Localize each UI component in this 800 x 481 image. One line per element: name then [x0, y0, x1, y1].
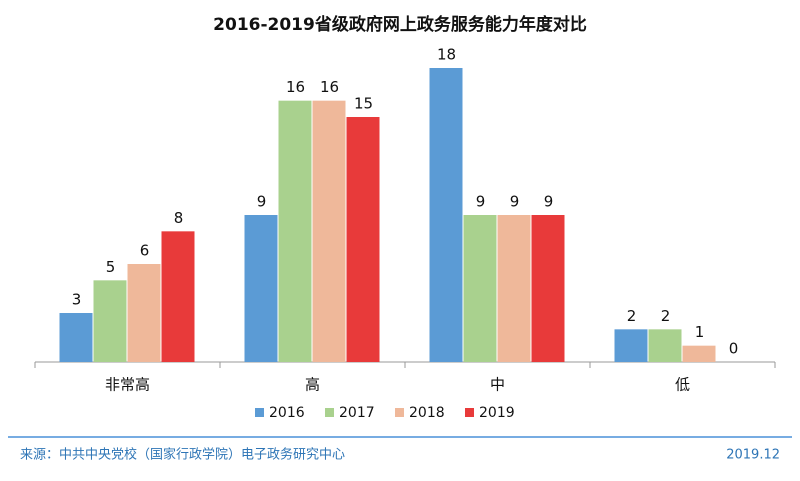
legend-swatch	[255, 408, 264, 417]
legend-swatch	[395, 408, 404, 417]
chart-title: 2016-2019省级政府网上政务服务能力年度对比	[213, 14, 587, 35]
value-label: 9	[476, 193, 486, 211]
value-label: 3	[72, 291, 82, 309]
bar	[278, 100, 312, 363]
bar	[429, 68, 463, 362]
bar	[346, 117, 380, 362]
bar	[614, 329, 648, 362]
legend-label: 2018	[409, 405, 445, 421]
value-label: 5	[106, 258, 116, 276]
bar	[648, 329, 682, 362]
x-tick-label: 低	[675, 376, 690, 394]
bar	[497, 215, 531, 362]
value-label: 8	[174, 209, 184, 227]
value-label: 16	[286, 78, 305, 96]
x-tick-label: 高	[305, 376, 320, 394]
value-label: 1	[695, 323, 705, 341]
date-note: 2019.12	[726, 448, 780, 463]
bar	[127, 264, 161, 362]
value-label: 2	[627, 307, 637, 325]
value-label: 16	[320, 78, 339, 96]
x-tick-label: 中	[490, 376, 505, 394]
bar	[682, 345, 716, 362]
x-tick-label: 非常高	[105, 376, 150, 394]
bar	[531, 215, 565, 362]
legend-label: 2019	[479, 405, 515, 421]
bar	[312, 100, 346, 363]
value-label: 2	[661, 307, 671, 325]
bar	[93, 280, 127, 362]
legend-swatch	[465, 408, 474, 417]
legend-swatch	[325, 408, 334, 417]
legend-label: 2016	[269, 405, 305, 421]
value-label: 0	[729, 340, 739, 358]
legend-label: 2017	[339, 405, 375, 421]
source-note: 来源：中共中央党校（国家行政学院）电子政务研究中心	[20, 447, 345, 463]
bar	[59, 313, 93, 362]
value-label: 9	[257, 193, 267, 211]
bar	[463, 215, 497, 362]
bar	[244, 215, 278, 362]
value-label: 18	[437, 46, 456, 64]
value-label: 9	[510, 193, 520, 211]
bar	[161, 231, 195, 362]
value-label: 6	[140, 242, 150, 260]
value-label: 9	[544, 193, 554, 211]
value-label: 15	[354, 95, 373, 113]
